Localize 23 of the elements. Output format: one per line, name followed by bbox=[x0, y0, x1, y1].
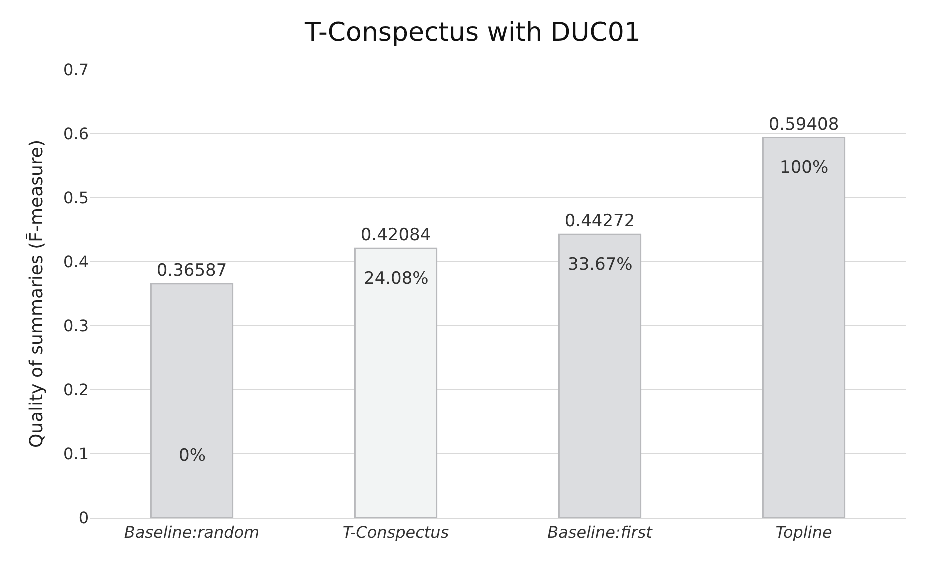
y-axis-title: Quality of summaries (F̄-measure) bbox=[25, 140, 48, 448]
x-tick-label: Baseline:random bbox=[124, 523, 260, 542]
chart-title: T-Conspectus with DUC01 bbox=[304, 18, 641, 48]
y-tick-label: 0.6 bbox=[64, 124, 89, 144]
data-label: 0.44272 bbox=[564, 212, 636, 232]
y-tick-label: 0.1 bbox=[64, 444, 89, 464]
y-tick-label: 0.5 bbox=[64, 188, 89, 208]
x-tick-label: T-Conspectus bbox=[342, 523, 450, 542]
bar bbox=[354, 248, 438, 518]
data-label: 0.59408 bbox=[768, 114, 840, 135]
x-tick-label: Topline bbox=[776, 523, 832, 542]
annotation: 100% bbox=[780, 158, 829, 178]
y-tick-label: 0 bbox=[78, 508, 89, 528]
annotation: 0% bbox=[179, 446, 206, 466]
data-label: 0.42084 bbox=[360, 226, 432, 246]
annotation: 33.67% bbox=[568, 255, 633, 275]
annotation: 24.08% bbox=[364, 269, 429, 289]
y-tick-label: 0.3 bbox=[64, 316, 89, 336]
x-tick-label: Baseline:first bbox=[548, 523, 654, 542]
y-tick-label: 0.4 bbox=[64, 252, 89, 272]
y-tick-label: 0.7 bbox=[64, 60, 89, 80]
y-tick-label: 0.2 bbox=[64, 380, 89, 400]
data-label: 0.36587 bbox=[156, 260, 228, 281]
